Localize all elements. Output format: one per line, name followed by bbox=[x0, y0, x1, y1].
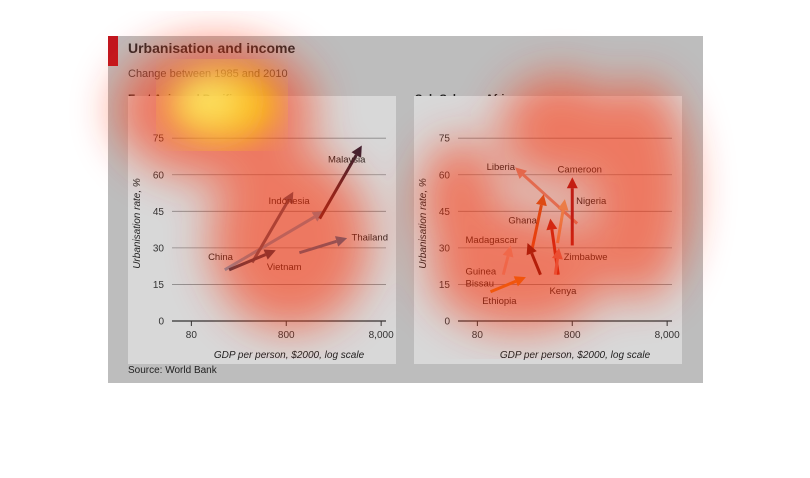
series-label-line: Bissau bbox=[466, 279, 495, 290]
x-tick-label: 800 bbox=[278, 330, 295, 341]
y-tick-label: 60 bbox=[439, 170, 451, 181]
series-label: Guinea Bissau bbox=[466, 267, 497, 290]
sub-saharan-africa-chart: 0 15 30 45 60 75 80 800 8,000 GDP per person, $20… bbox=[414, 96, 682, 364]
x-axis-label: GDP per person, $2000, log scale bbox=[500, 350, 651, 361]
y-tick-label: 45 bbox=[153, 207, 165, 218]
x-tick-label: 8,000 bbox=[369, 330, 394, 341]
y-tick-label: 60 bbox=[153, 170, 165, 181]
series-label: Cameroon bbox=[558, 164, 602, 175]
y-tick-label: 15 bbox=[439, 280, 451, 291]
east-asia-chart: 0 15 30 45 60 75 80 800 8,000 GDP per person, $20… bbox=[128, 96, 396, 364]
series-label: Thailand bbox=[352, 233, 388, 244]
y-tick-label: 30 bbox=[439, 243, 451, 254]
y-tick-label: 75 bbox=[153, 134, 165, 145]
series-label: Nigeria bbox=[576, 196, 607, 207]
y-tick-label: 45 bbox=[439, 207, 451, 218]
plot-background bbox=[128, 96, 396, 364]
x-tick-label: 800 bbox=[564, 330, 581, 341]
x-axis-label: GDP per person, $2000, log scale bbox=[214, 350, 365, 361]
arrow-head bbox=[557, 199, 569, 211]
x-tick-label: 8,000 bbox=[655, 330, 680, 341]
y-tick-label: 15 bbox=[153, 280, 165, 291]
y-tick-label: 0 bbox=[444, 317, 450, 328]
series-label: Kenya bbox=[549, 286, 577, 297]
series-label-line: Guinea bbox=[466, 267, 497, 278]
series-label: Madagascar bbox=[466, 235, 518, 246]
brand-red-bar bbox=[108, 36, 118, 66]
source-note: Source: World Bank bbox=[128, 365, 217, 376]
y-tick-label: 0 bbox=[158, 317, 164, 328]
series-label: Liberia bbox=[487, 162, 516, 173]
figure-subtitle: Change between 1985 and 2010 bbox=[128, 68, 288, 80]
x-tick-label: 80 bbox=[186, 330, 198, 341]
y-tick-label: 75 bbox=[439, 134, 451, 145]
y-axis-label: Urbanisation rate, % bbox=[418, 178, 429, 269]
y-tick-label: 30 bbox=[153, 243, 165, 254]
series-label: Vietnam bbox=[267, 262, 302, 273]
y-axis-label: Urbanisation rate, % bbox=[132, 178, 143, 269]
x-tick-label: 80 bbox=[472, 330, 484, 341]
arrow-head bbox=[536, 194, 547, 207]
figure-title: Urbanisation and income bbox=[128, 40, 296, 56]
series-label: Zimbabwe bbox=[564, 252, 608, 263]
series-label: Indonesia bbox=[269, 196, 311, 207]
series-label: Ethiopia bbox=[482, 296, 517, 307]
series-label: Malaysia bbox=[328, 155, 366, 166]
series-label: China bbox=[208, 252, 234, 263]
series-label: Ghana bbox=[508, 216, 537, 227]
